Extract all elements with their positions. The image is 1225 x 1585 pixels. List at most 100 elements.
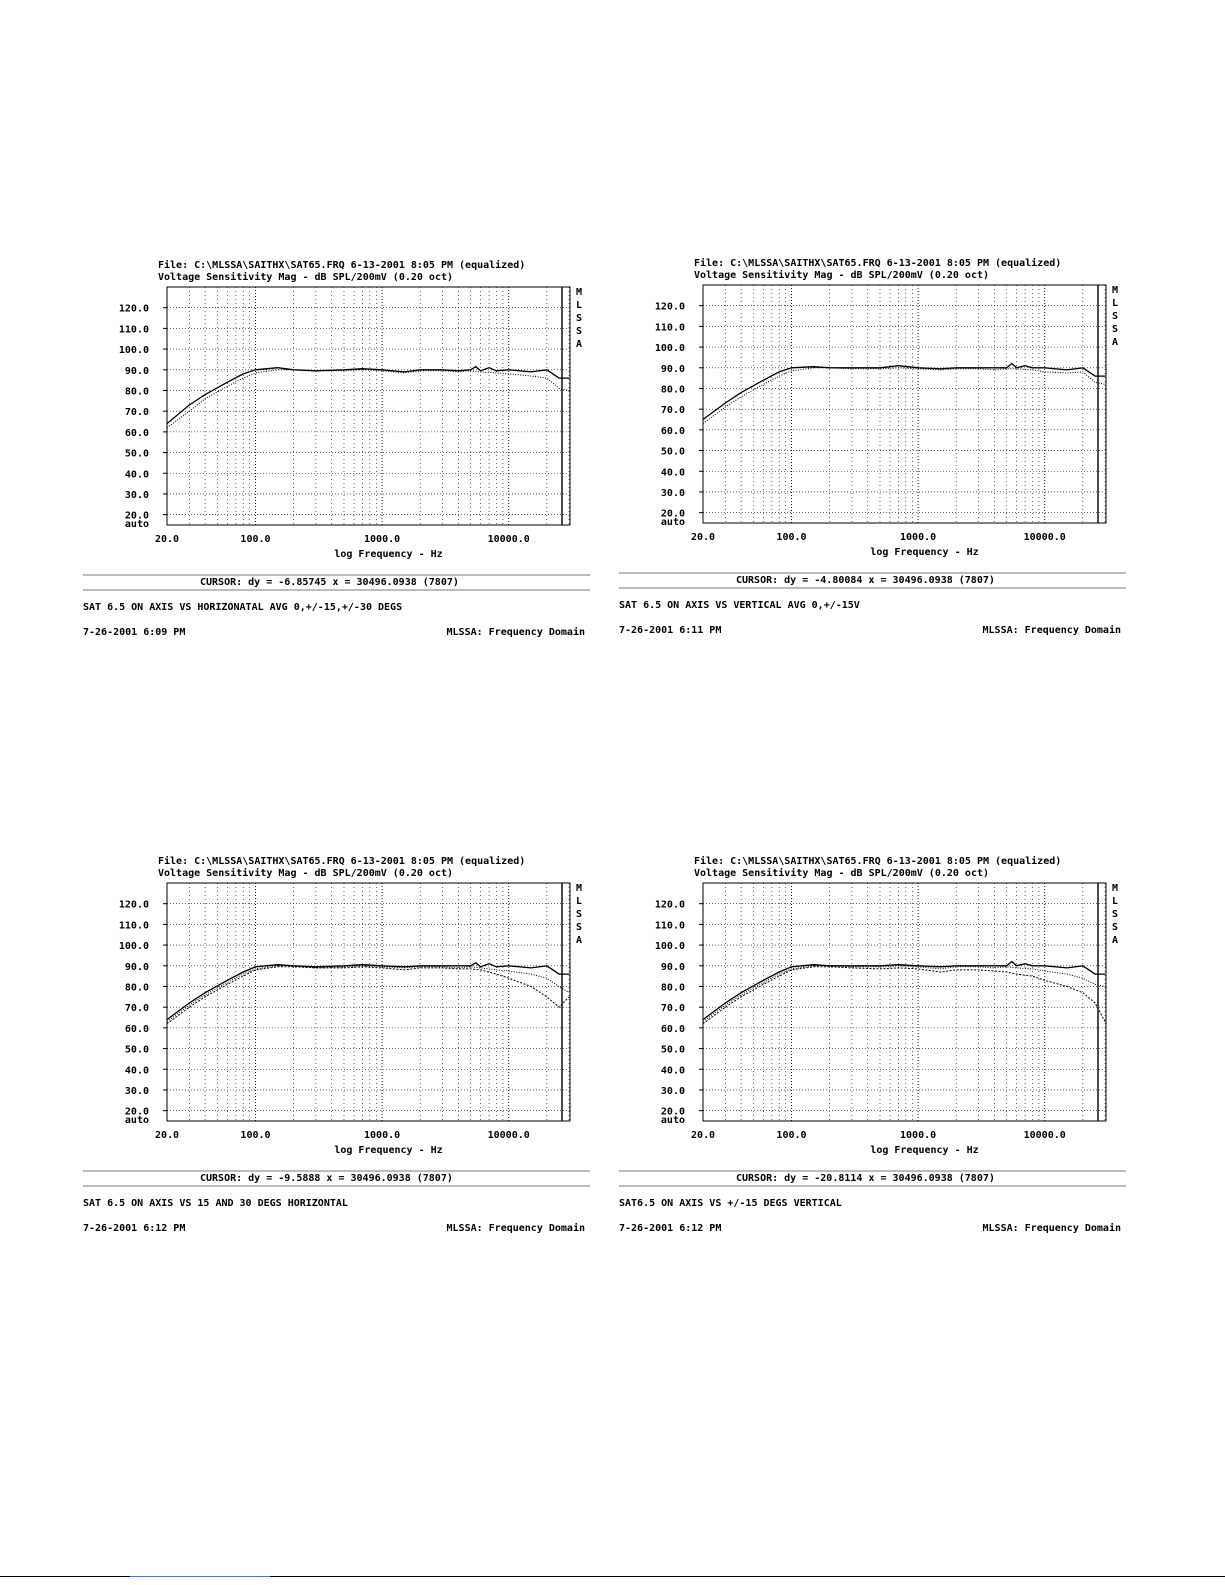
y-tick-label: 40.0	[125, 469, 149, 480]
file-line: File: C:\MLSSA\SAITHX\SAT65.FRQ 6-13-200…	[694, 855, 1061, 867]
y-tick-label: 20.0	[661, 509, 685, 520]
y-tick-label: 20.0	[125, 511, 149, 522]
x-tick-label: 10000.0	[1024, 1130, 1066, 1141]
brand-letter: S	[576, 909, 582, 920]
y-tick-label: 100.0	[655, 343, 685, 354]
y-tick-label: auto	[125, 519, 149, 530]
grid	[702, 285, 1106, 523]
y-tick-label: 20.0	[661, 1107, 685, 1118]
y-tick-label: 20.0	[125, 1107, 149, 1118]
y-tick-label: 120.0	[119, 900, 149, 911]
footer-link-underline[interactable]	[130, 1576, 270, 1577]
brand-letter: M	[1112, 285, 1118, 296]
y-tick-label: 60.0	[125, 428, 149, 439]
file-line: File: C:\MLSSA\SAITHX\SAT65.FRQ 6-13-200…	[694, 257, 1061, 269]
plot-frame	[166, 882, 571, 1122]
caption: SAT 6.5 ON AXIS VS 15 AND 30 DEGS HORIZO…	[83, 1198, 348, 1209]
x-tick-label: 10000.0	[488, 534, 530, 545]
y-tick-label: 120.0	[119, 304, 149, 315]
y-tick-label: 50.0	[125, 1045, 149, 1056]
y-tick-label: 60.0	[125, 1024, 149, 1035]
y-tick-label: 70.0	[661, 405, 685, 416]
series-line	[166, 966, 570, 1025]
frequency-response-chart: File: C:\MLSSA\SAITHX\SAT65.FRQ 6-13-200…	[619, 257, 1126, 636]
domain-label: MLSSA: Frequency Domain	[447, 626, 585, 638]
y-tick-label: 90.0	[125, 366, 149, 377]
x-tick-label: 100.0	[776, 532, 806, 543]
y-tick-label: 50.0	[125, 449, 149, 460]
cursor-readout: CURSOR: dy = -6.85745 x = 30496.0938 (78…	[200, 577, 459, 588]
brand-letter: M	[1112, 883, 1118, 894]
series-line	[166, 369, 570, 429]
brand-letter: S	[576, 922, 582, 933]
y-tick-label: 40.0	[125, 1065, 149, 1076]
chart-panel: File: C:\MLSSA\SAITHX\SAT65.FRQ 6-13-200…	[80, 851, 600, 1251]
y-tick-label: 100.0	[655, 941, 685, 952]
timestamp: 7-26-2001 6:09 PM	[83, 627, 185, 638]
brand-letter: S	[1112, 909, 1118, 920]
x-axis-label: log Frequency - Hz	[334, 549, 442, 560]
series-line	[166, 365, 570, 425]
x-tick-label: 1000.0	[364, 534, 400, 545]
x-tick-label: 1000.0	[900, 532, 936, 543]
series-line	[702, 965, 1106, 1023]
chart-panel: File: C:\MLSSA\SAITHX\SAT65.FRQ 6-13-200…	[616, 851, 1136, 1251]
brand-letter: A	[1112, 337, 1118, 348]
x-tick-label: 100.0	[776, 1130, 806, 1141]
brand-letter: L	[576, 896, 582, 907]
chart-panel: File: C:\MLSSA\SAITHX\SAT65.FRQ 6-13-200…	[616, 253, 1136, 653]
cursor-readout: CURSOR: dy = -20.8114 x = 30496.0938 (78…	[736, 1173, 995, 1184]
caption: SAT 6.5 ON AXIS VS HORIZONATAL AVG 0,+/-…	[83, 602, 402, 613]
brand-letter: S	[1112, 922, 1118, 933]
y-tick-label: 90.0	[125, 962, 149, 973]
chart-panel: File: C:\MLSSA\SAITHX\SAT65.FRQ 6-13-200…	[80, 255, 600, 655]
brand-letter: S	[1112, 311, 1118, 322]
x-tick-label: 100.0	[240, 534, 270, 545]
caption: SAT 6.5 ON AXIS VS VERTICAL AVG 0,+/-15V	[619, 600, 860, 611]
series-line	[702, 367, 1106, 425]
y-tick-label: 110.0	[655, 322, 685, 333]
brand-letter: A	[576, 339, 582, 350]
y-tick-label: 80.0	[661, 982, 685, 993]
y-tick-label: 30.0	[661, 1086, 685, 1097]
series-line	[166, 961, 570, 1021]
series-line	[166, 965, 570, 1023]
y-tick-label: 30.0	[125, 1086, 149, 1097]
y-tick-label: 80.0	[125, 982, 149, 993]
x-tick-label: 1000.0	[900, 1130, 936, 1141]
x-tick-label: 20.0	[691, 1130, 715, 1141]
x-tick-label: 20.0	[691, 532, 715, 543]
y-tick-label: 110.0	[119, 324, 149, 335]
frequency-response-chart: File: C:\MLSSA\SAITHX\SAT65.FRQ 6-13-200…	[619, 855, 1126, 1234]
y-tick-label: 60.0	[661, 426, 685, 437]
y-tick-label: 90.0	[661, 962, 685, 973]
y-tick-label: 120.0	[655, 900, 685, 911]
brand-letter: M	[576, 883, 582, 894]
brand-letter: A	[1112, 935, 1118, 946]
y-tick-label: 40.0	[661, 467, 685, 478]
y-tick-label: 100.0	[119, 345, 149, 356]
y-tick-label: 60.0	[661, 1024, 685, 1035]
file-line: File: C:\MLSSA\SAITHX\SAT65.FRQ 6-13-200…	[158, 855, 525, 867]
y-tick-label: 70.0	[125, 407, 149, 418]
frequency-response-chart: File: C:\MLSSA\SAITHX\SAT65.FRQ 6-13-200…	[83, 259, 590, 638]
file-line: File: C:\MLSSA\SAITHX\SAT65.FRQ 6-13-200…	[158, 259, 525, 271]
y-tick-label: 30.0	[125, 490, 149, 501]
y-tick-label: 80.0	[661, 384, 685, 395]
grid	[166, 883, 570, 1121]
plot-frame	[702, 882, 1107, 1122]
brand-letter: S	[576, 313, 582, 324]
y-tick-label: 30.0	[661, 488, 685, 499]
series-line	[702, 960, 1106, 1021]
cursor-readout: CURSOR: dy = -9.5888 x = 30496.0938 (780…	[200, 1173, 453, 1184]
x-axis-label: log Frequency - Hz	[870, 1145, 978, 1156]
y-tick-label: 110.0	[655, 920, 685, 931]
domain-label: MLSSA: Frequency Domain	[447, 1222, 585, 1234]
x-axis-label: log Frequency - Hz	[870, 547, 978, 558]
brand-letter: L	[576, 300, 582, 311]
chart-title: Voltage Sensitivity Mag - dB SPL/200mV (…	[694, 269, 989, 281]
y-tick-label: auto	[661, 517, 685, 528]
x-tick-label: 100.0	[240, 1130, 270, 1141]
y-tick-label: 100.0	[119, 941, 149, 952]
page-bottom-rule	[0, 1576, 1225, 1577]
